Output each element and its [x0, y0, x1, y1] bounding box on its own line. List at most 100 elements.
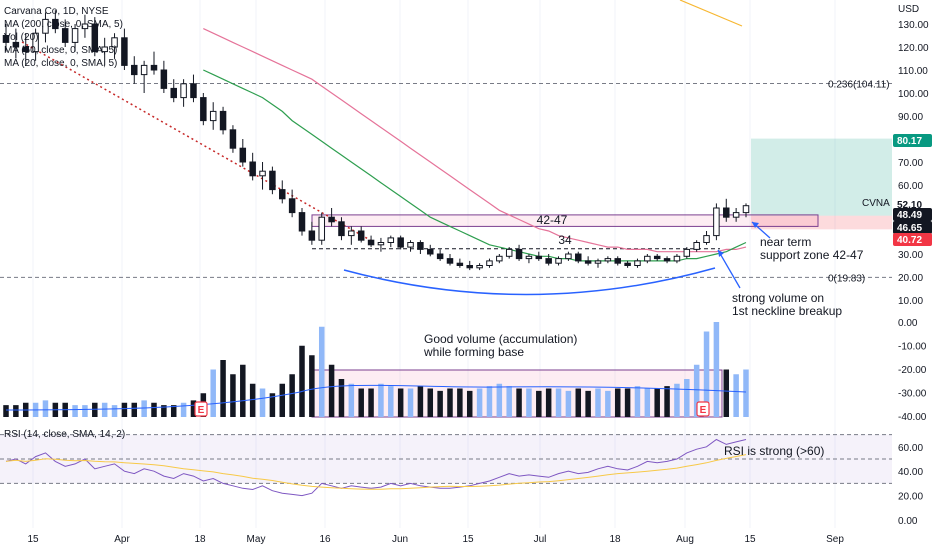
candle-body — [584, 260, 592, 264]
support-zone-label: 42-47 — [537, 213, 568, 227]
time-tick-label: Apr — [114, 534, 130, 545]
price-axis[interactable]: 130.00120.00110.00100.0090.0080.0070.006… — [893, 4, 932, 527]
support-arrow-head — [752, 222, 759, 228]
volume-bar — [585, 390, 591, 417]
legend-line: MA (50, close, 0, SMA, 5) — [4, 45, 117, 56]
time-tick-label: 15 — [744, 534, 756, 545]
volume-bar — [674, 383, 680, 417]
candle-body — [91, 23, 99, 53]
candle-body — [71, 28, 79, 43]
candle-body — [417, 242, 424, 250]
volume-bar — [289, 374, 295, 417]
candle-body — [545, 258, 552, 264]
breakout-annotation-2: 1st neckline breakup — [732, 304, 842, 318]
candle-body — [209, 110, 217, 122]
volume-tick-label: -20.00 — [898, 365, 927, 376]
time-tick-label: Jul — [534, 534, 547, 545]
candle-body — [565, 253, 572, 260]
legend-line: Carvana Co, 1D, NYSE — [4, 6, 109, 17]
candle-body — [713, 207, 720, 237]
time-tick-label: 18 — [194, 534, 206, 545]
volume-bar — [437, 390, 443, 417]
candle-body — [140, 64, 148, 76]
price-tick-label: 120.00 — [898, 43, 929, 54]
candle-body — [624, 262, 631, 267]
candle-body — [604, 258, 612, 262]
candle-body — [328, 216, 335, 223]
volume-bar — [210, 369, 216, 417]
ma-lines-layer — [21, 0, 747, 296]
volume-bar — [111, 405, 118, 417]
candle-body — [279, 189, 286, 200]
breakout-annotation: strong volume on — [732, 291, 824, 305]
volume-bar — [161, 405, 167, 417]
volume-bar — [259, 388, 266, 417]
volume-bar — [230, 374, 236, 417]
volume-bar — [496, 383, 503, 417]
volume-bar — [13, 405, 19, 417]
candle-body — [200, 97, 207, 122]
candle-body — [387, 237, 395, 243]
volume-annotation: Good volume (accumulation) — [424, 332, 577, 346]
ticker-label: CVNA — [862, 198, 890, 209]
time-tick-label: 15 — [462, 534, 474, 545]
candle-body — [515, 248, 523, 260]
candle-body — [239, 147, 247, 163]
candle-body — [397, 237, 404, 248]
candle-body — [32, 32, 39, 53]
volume-bar — [457, 388, 463, 417]
volume-bar — [378, 383, 384, 417]
rsi-sma-line — [5, 454, 747, 490]
volume-tick-label: -30.00 — [898, 389, 927, 400]
price-tick-label: 60.00 — [898, 181, 923, 192]
candle-body — [2, 35, 10, 43]
price-tag-label: 46.65 — [897, 223, 922, 234]
downtrend-line — [21, 41, 371, 241]
volume-bar — [545, 388, 552, 417]
ma20-line — [203, 69, 747, 262]
rounded-base-arc — [343, 267, 716, 296]
time-axis[interactable]: 15 Apr 18 May 16 Jun 15 Jul 18 Aug 15 Sep — [27, 534, 844, 545]
volume-layer — [3, 322, 749, 417]
candle-body — [52, 18, 59, 30]
volume-bar — [151, 402, 157, 417]
earnings-marker-label: E — [700, 405, 707, 416]
support-annotation: near term — [760, 235, 811, 249]
volume-bar — [92, 402, 98, 417]
candle-body — [436, 253, 444, 260]
volume-bar — [141, 400, 147, 417]
volume-bar — [634, 386, 641, 417]
candle-body — [81, 23, 89, 30]
time-tick-label: Sep — [826, 534, 844, 545]
breakout-arrow — [717, 249, 741, 289]
candle-body — [61, 28, 69, 43]
candle-body — [22, 46, 29, 53]
volume-bar — [397, 388, 404, 417]
candle-body — [338, 221, 345, 237]
legend-line: Vol (20) — [4, 32, 38, 43]
price-tag — [893, 198, 932, 211]
candle-body — [723, 207, 730, 218]
volume-tick-label: -40.00 — [898, 412, 927, 423]
rsi-tick-label: 0.00 — [898, 516, 918, 527]
candle-body — [673, 255, 681, 262]
candle-body — [466, 265, 473, 269]
neckline-label: 34 — [558, 233, 572, 247]
candle-body — [131, 64, 138, 76]
position-profit-zone — [751, 138, 892, 216]
volume-ma-line — [5, 384, 747, 411]
volume-bar — [249, 383, 256, 417]
volume-bar — [348, 383, 355, 417]
candle-body — [101, 46, 108, 53]
volume-bar — [733, 374, 739, 417]
volume-bar — [644, 388, 651, 417]
ma50-line — [203, 28, 747, 253]
volume-bar — [101, 402, 108, 417]
chart-grid — [32, 0, 836, 528]
annotations-layer: 0.236(104.11) 0(19.83) 42-47 34 E E RSI (14, c… — [4, 6, 890, 458]
volume-bar — [417, 386, 424, 417]
volume-bar — [131, 402, 138, 417]
earnings-marker-label: E — [198, 405, 205, 416]
